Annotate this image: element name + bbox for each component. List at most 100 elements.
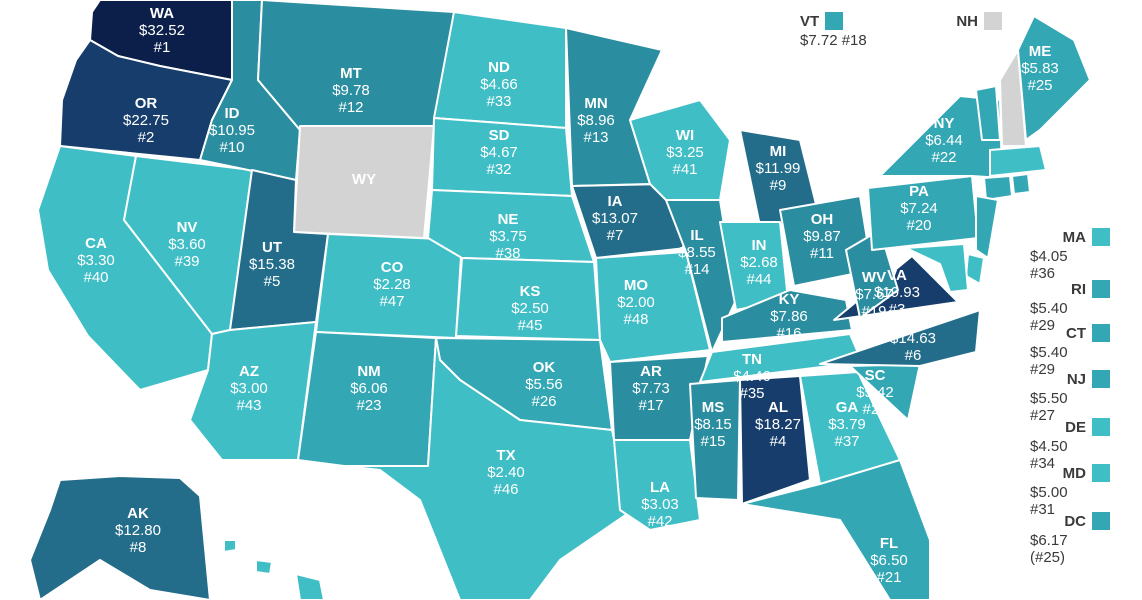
state-abbr: TN: [742, 351, 762, 368]
state-abbr: SD: [489, 127, 510, 144]
state-value: $18.27: [755, 416, 801, 433]
state-value: $4.66: [480, 76, 518, 93]
state-abbr: PA: [909, 183, 929, 200]
state-value: $3.30: [77, 252, 115, 269]
legend-abbr: MD: [1062, 464, 1086, 482]
state-abbr: NY: [934, 115, 955, 132]
state-value: $2.00: [617, 294, 655, 311]
state-abbr: IN: [752, 237, 767, 254]
state-abbr: GA: [836, 399, 859, 416]
legend-swatch: [984, 12, 1002, 30]
state-rank: #22: [931, 149, 956, 166]
state-value: $3.60: [168, 236, 206, 253]
state-rank: #26: [531, 393, 556, 410]
state-abbr: KS: [520, 283, 541, 300]
state-WV[interactable]: [845, 229, 899, 319]
state-value: $32.52: [139, 22, 185, 39]
state-value: $4.67: [480, 144, 518, 161]
state-abbr: AZ: [239, 363, 259, 380]
state-HI-1[interactable]: [223, 539, 237, 553]
legend-swatch: [1092, 324, 1110, 342]
state-abbr: NV: [177, 219, 198, 236]
state-label-wa: WA$32.52#1: [139, 5, 185, 56]
state-abbr: OR: [135, 95, 158, 112]
state-rank: #43: [236, 397, 261, 414]
state-label-or: OR$22.75#2: [123, 95, 169, 146]
state-CT-shape[interactable]: [983, 175, 1013, 201]
state-label-ca: CA$3.30#40: [77, 235, 115, 286]
state-rank: #9: [770, 177, 787, 194]
state-abbr: SC: [865, 367, 886, 384]
state-abbr: ME: [1029, 43, 1052, 60]
state-label-ok: OK$5.56#26: [525, 359, 563, 410]
state-value: $8.15: [694, 416, 732, 433]
state-abbr: OH: [811, 211, 834, 228]
state-rank: #48: [623, 311, 648, 328]
state-label-az: AZ$3.00#43: [230, 363, 268, 414]
legend-swatch: [1092, 512, 1110, 530]
state-rank: #15: [700, 433, 725, 450]
state-value: $3.79: [828, 416, 866, 433]
state-MS[interactable]: [689, 379, 741, 501]
state-value: $3.00: [230, 380, 268, 397]
state-value: $14.63: [890, 330, 936, 347]
state-NC[interactable]: [819, 309, 981, 367]
state-value: $6.50: [870, 552, 908, 569]
legend-swatch: [1092, 228, 1110, 246]
state-label-ks: KS$2.50#45: [511, 283, 549, 334]
state-abbr: VA: [887, 267, 907, 284]
state-abbr: UT: [262, 239, 282, 256]
state-abbr: WV: [862, 269, 886, 286]
state-FL[interactable]: [741, 459, 931, 600]
state-label-me: ME$5.83#25: [1021, 43, 1059, 94]
state-RI-shape[interactable]: [1011, 173, 1031, 195]
state-abbr: IA: [608, 193, 623, 210]
state-abbr: KY: [779, 291, 800, 308]
state-LA[interactable]: [613, 439, 701, 531]
state-VT-shape[interactable]: [975, 85, 1001, 141]
state-value: $3.03: [641, 496, 679, 513]
state-AK[interactable]: [29, 475, 211, 600]
state-label-sc: SC$5.42#28: [856, 367, 894, 418]
state-rank: #14: [684, 261, 709, 278]
state-abbr: AR: [640, 363, 662, 380]
state-label-nv: NV$3.60#39: [168, 219, 206, 270]
state-AL[interactable]: [739, 375, 811, 505]
state-value: $7.86: [770, 308, 808, 325]
state-rank: #37: [834, 433, 859, 450]
state-abbr: CA: [85, 235, 107, 252]
state-label-ny: NY$6.44#22: [925, 115, 963, 166]
legend-swatch: [1092, 464, 1110, 482]
state-label-sd: SD$4.67#32: [480, 127, 518, 178]
state-value: $2.40: [487, 464, 525, 481]
state-label-wi: WI$3.25#41: [666, 127, 704, 178]
state-label-nc: NC$14.63#6: [890, 313, 936, 364]
state-HI-2[interactable]: [255, 559, 273, 575]
state-rank: #41: [672, 161, 697, 178]
state-rank: #47: [379, 293, 404, 310]
state-label-fl: FL$6.50#21: [870, 535, 908, 586]
legend-abbr: DC: [1064, 512, 1086, 530]
state-rank: #45: [517, 317, 542, 334]
state-HI-3[interactable]: [295, 573, 325, 600]
state-abbr: WY: [352, 171, 376, 188]
state-value: $5.56: [525, 376, 563, 393]
state-label-id: ID$10.95#10: [209, 105, 255, 156]
state-NJ-shape[interactable]: [975, 195, 999, 259]
state-AZ[interactable]: [189, 321, 317, 461]
state-rank: #10: [219, 139, 244, 156]
state-label-mi: MI$11.99#9: [756, 143, 801, 194]
state-MD-shape[interactable]: [905, 243, 969, 293]
state-label-nd: ND$4.66#33: [480, 59, 518, 110]
state-MO[interactable]: [595, 251, 711, 363]
state-MA-shape[interactable]: [989, 145, 1047, 177]
state-value: $3.75: [489, 228, 527, 245]
state-DE-shape[interactable]: [965, 253, 985, 285]
state-ME[interactable]: [1017, 15, 1091, 141]
state-label-va: VA$19.93#3: [874, 267, 920, 318]
state-value: $7.67: [855, 286, 893, 303]
state-rank: #7: [607, 227, 624, 244]
state-label-ga: GA$3.79#37: [828, 399, 866, 450]
